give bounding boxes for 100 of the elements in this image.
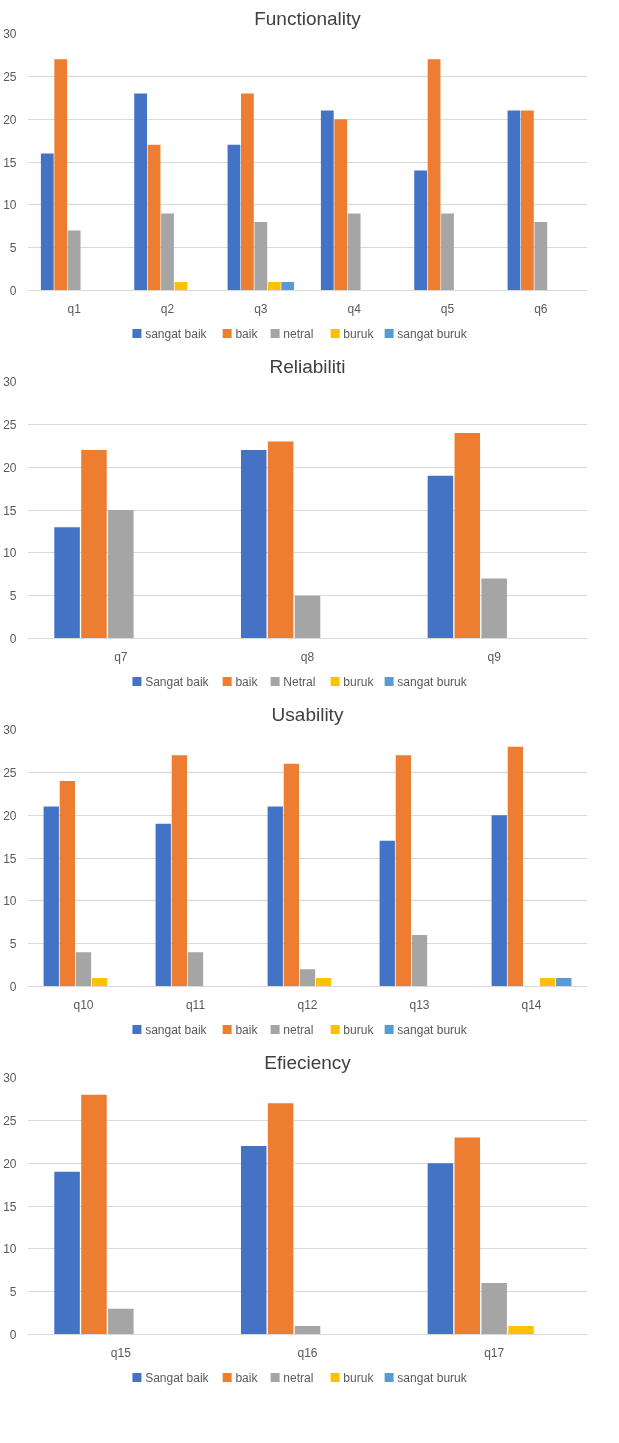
x-tick-label: q14: [521, 997, 542, 1012]
bar: [267, 1103, 294, 1335]
y-tick-label: 0: [9, 1328, 17, 1342]
chart-title: Usability: [271, 703, 344, 725]
legend-label: sangat buruk: [397, 1370, 468, 1385]
chart-title: Reliabiliti: [269, 355, 346, 377]
bar: [507, 746, 524, 987]
bar: [481, 578, 507, 639]
bar: [187, 952, 204, 987]
bar: [147, 144, 161, 291]
bar: [240, 450, 267, 639]
y-tick-label: 15: [3, 851, 17, 866]
bar: [411, 935, 428, 987]
bar: [491, 815, 507, 987]
y-tick-label: 30: [3, 27, 17, 41]
bar: [395, 755, 412, 987]
chart-title: Efieciency: [264, 1051, 352, 1073]
y-tick-label: 20: [3, 460, 17, 475]
y-tick-label: 20: [3, 112, 17, 127]
y-tick-label: 15: [3, 155, 17, 170]
y-tick-label: 5: [9, 241, 17, 256]
bar: [254, 221, 268, 291]
bar: [54, 1171, 80, 1335]
bar: [379, 840, 395, 987]
y-tick-label: 0: [9, 284, 17, 298]
bar: [539, 977, 556, 987]
bar: [108, 1308, 134, 1335]
legend-label: buruk: [343, 326, 375, 341]
bar: [508, 1325, 534, 1335]
legend-label: sangat buruk: [397, 1022, 468, 1037]
x-tick-label: q16: [297, 1345, 318, 1360]
bar: [155, 823, 171, 987]
x-tick-label: q6: [534, 301, 548, 316]
bar: [240, 1146, 267, 1335]
bar: [521, 110, 534, 291]
y-tick-label: 5: [9, 1285, 17, 1300]
bar: [347, 213, 361, 291]
bar: [267, 806, 283, 987]
y-tick-label: 10: [3, 1242, 17, 1257]
y-tick-label: 25: [3, 1113, 17, 1128]
legend-label: buruk: [343, 1370, 375, 1385]
bar: [54, 527, 80, 639]
bar: [414, 170, 427, 291]
bar: [67, 230, 81, 291]
y-tick-label: 30: [3, 1071, 17, 1085]
bar: [281, 281, 295, 291]
y-tick-label: 10: [3, 546, 17, 561]
x-tick-label: q4: [347, 301, 362, 316]
bar: [267, 281, 281, 291]
y-tick-label: 25: [3, 69, 17, 84]
y-tick-label: 5: [9, 937, 17, 952]
bar: [294, 1325, 321, 1335]
bar: [108, 510, 134, 639]
y-tick-label: 15: [3, 503, 17, 518]
bar: [171, 755, 188, 987]
y-tick-label: 15: [3, 1199, 17, 1214]
y-tick-label: 30: [3, 375, 17, 389]
bar: [91, 977, 108, 987]
bar: [81, 1094, 107, 1335]
legend-label: netral: [283, 1370, 314, 1385]
bar: [534, 221, 548, 291]
y-tick-label: 20: [3, 1156, 17, 1171]
x-tick-label: q12: [297, 997, 318, 1012]
x-tick-label: q13: [409, 997, 430, 1012]
bar: [454, 432, 481, 639]
legend-label: buruk: [343, 674, 375, 689]
x-tick-label: q5: [440, 301, 455, 316]
x-tick-label: q1: [67, 301, 82, 316]
legend-label: baik: [235, 326, 259, 341]
x-tick-label: q15: [110, 1345, 132, 1360]
legend-label: Sangat baik: [145, 674, 210, 689]
x-tick-label: q3: [254, 301, 268, 316]
legend-label: buruk: [343, 1022, 375, 1037]
y-tick-label: 5: [9, 589, 17, 604]
bar: [81, 450, 107, 639]
bar: [161, 213, 174, 291]
legend-label: sangat buruk: [397, 326, 468, 341]
bar: [241, 93, 254, 291]
bar: [315, 977, 332, 987]
bar: [427, 59, 441, 291]
bar: [320, 110, 334, 291]
legend-label: baik: [235, 674, 259, 689]
bar: [267, 441, 294, 639]
bar: [334, 119, 348, 291]
chart-title: Functionality: [254, 7, 362, 29]
y-tick-label: 0: [9, 632, 17, 646]
bar: [427, 1163, 454, 1335]
bar: [227, 144, 241, 291]
legend-label: netral: [283, 1022, 314, 1037]
y-tick-label: 10: [3, 894, 17, 909]
x-tick-label: q2: [160, 301, 175, 316]
x-tick-label: q9: [487, 649, 502, 664]
y-tick-label: 20: [3, 808, 17, 823]
legend-label: baik: [235, 1022, 259, 1037]
bar: [294, 595, 321, 639]
bar: [134, 93, 147, 291]
bar: [59, 780, 76, 987]
bar: [43, 806, 59, 987]
legend-label: sangat baik: [145, 1022, 208, 1037]
bar: [283, 763, 300, 987]
